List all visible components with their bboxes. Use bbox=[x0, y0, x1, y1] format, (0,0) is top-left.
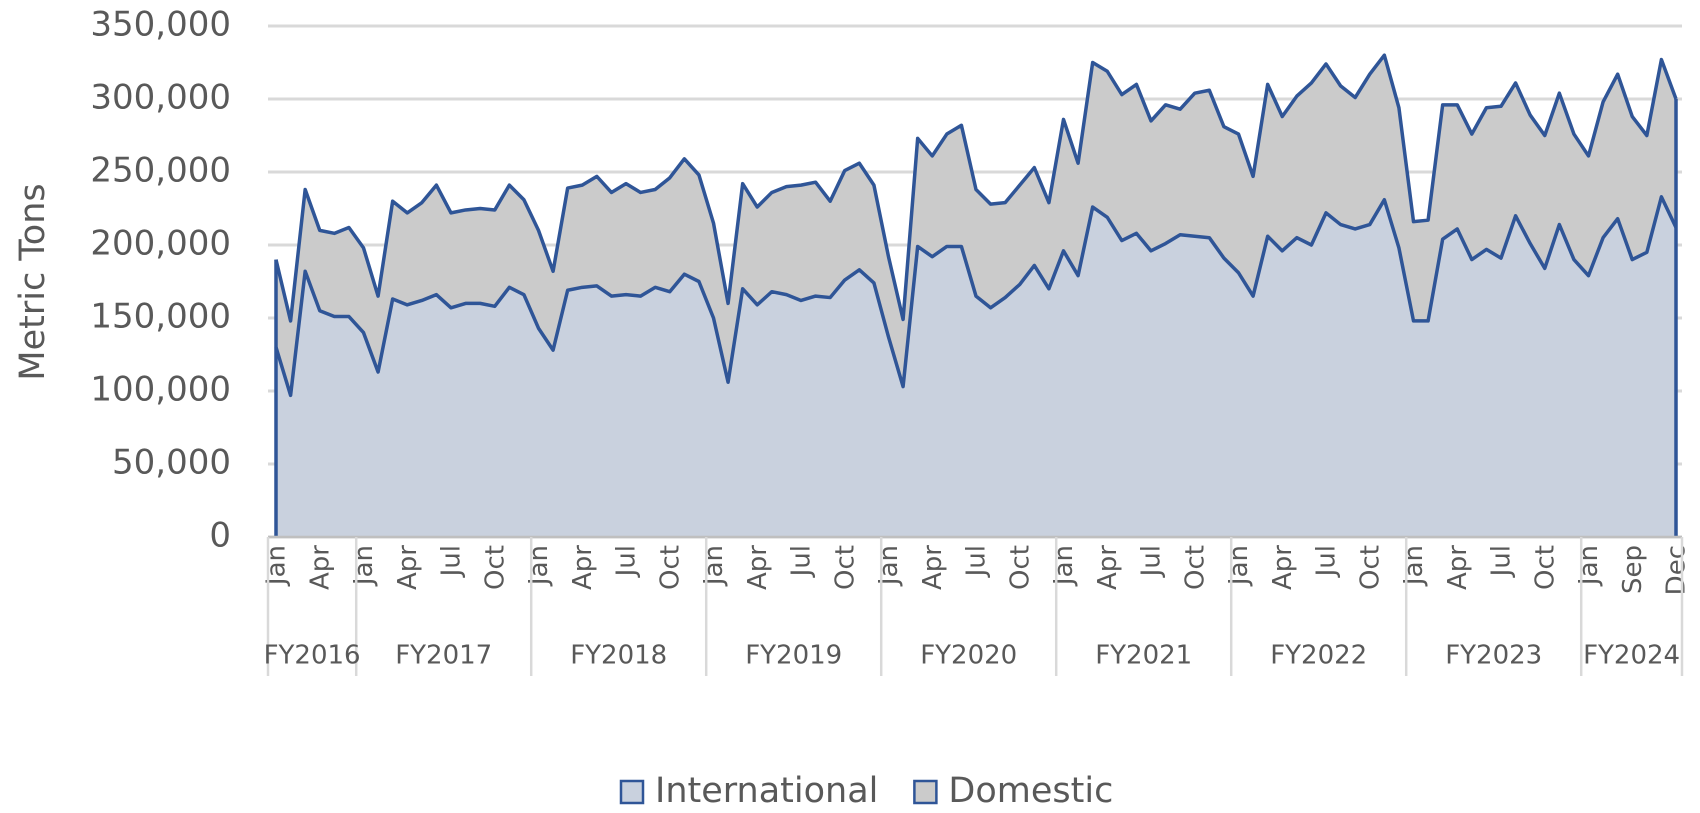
y-tick-label: 300,000 bbox=[90, 78, 231, 118]
x-tick-label: Jul bbox=[437, 545, 467, 578]
y-tick-label: 50,000 bbox=[112, 443, 231, 483]
x-tick-label: Sep bbox=[1618, 545, 1648, 594]
x-tick-label: Apr bbox=[305, 545, 335, 590]
y-tick-label: 250,000 bbox=[90, 151, 231, 191]
group-label: FY2024 bbox=[1583, 641, 1680, 671]
x-tick-label: Oct bbox=[655, 545, 685, 590]
y-tick-label: 100,000 bbox=[90, 370, 231, 410]
group-label: FY2019 bbox=[745, 641, 842, 671]
x-tick-label: Jul bbox=[1487, 545, 1517, 578]
x-tick-label: Oct bbox=[830, 545, 860, 590]
y-axis-title: Metric Tons bbox=[13, 183, 53, 380]
x-tick-label: Apr bbox=[743, 545, 773, 590]
x-tick-label: Jan bbox=[1049, 545, 1079, 587]
group-label: FY2020 bbox=[920, 641, 1017, 671]
legend-swatch bbox=[913, 779, 938, 805]
x-tick-label: Apr bbox=[393, 545, 423, 590]
legend-label: International bbox=[655, 771, 878, 811]
area-line bbox=[274, 195, 1678, 398]
group-label: FY2021 bbox=[1095, 641, 1192, 671]
x-tick-label: Jan bbox=[874, 545, 904, 587]
group-label: FY2018 bbox=[570, 641, 667, 671]
x-tick-label: Jul bbox=[962, 545, 992, 578]
x-tick-label: Jan bbox=[1399, 545, 1429, 587]
x-tick-label: Oct bbox=[1180, 545, 1210, 590]
area bbox=[276, 55, 1676, 396]
x-tick-label: Oct bbox=[1355, 545, 1385, 590]
x-tick-label: Jan bbox=[1574, 545, 1604, 587]
x-tick-label: Jul bbox=[1137, 545, 1167, 578]
x-tick-label: Apr bbox=[1268, 545, 1298, 590]
x-tick-label: Jan bbox=[1224, 545, 1254, 587]
y-tick-label: 0 bbox=[209, 516, 231, 556]
x-tick-label: Jul bbox=[787, 545, 817, 578]
x-tick-label: Oct bbox=[480, 545, 510, 590]
x-tick-label: Dec bbox=[1662, 545, 1692, 595]
x-tick-label: Jan bbox=[524, 545, 554, 587]
y-tick-label: 350,000 bbox=[90, 5, 231, 45]
legend-label: Domestic bbox=[948, 771, 1113, 811]
area-line bbox=[274, 53, 1678, 323]
group-label: FY2017 bbox=[395, 641, 492, 671]
area bbox=[276, 196, 1676, 537]
x-tick-label: Jan bbox=[349, 545, 379, 587]
group-label: FY2016 bbox=[264, 641, 361, 671]
x-tick-label: Apr bbox=[918, 545, 948, 590]
x-tick-label: Jul bbox=[612, 545, 642, 578]
x-tick-label: Oct bbox=[1530, 545, 1560, 590]
x-tick-label: Apr bbox=[1093, 545, 1123, 590]
x-tick-label: Apr bbox=[1443, 545, 1473, 590]
x-tick-label: Jan bbox=[262, 545, 292, 587]
x-tick-label: Jul bbox=[1312, 545, 1342, 578]
y-tick-label: 200,000 bbox=[90, 224, 231, 264]
legend-swatch bbox=[619, 779, 645, 805]
group-label: FY2023 bbox=[1445, 641, 1542, 671]
x-tick-label: Oct bbox=[1005, 545, 1035, 590]
x-tick-label: Apr bbox=[568, 545, 598, 590]
x-tick-label: Jan bbox=[699, 545, 729, 587]
group-label: FY2022 bbox=[1270, 641, 1367, 671]
y-tick-label: 150,000 bbox=[90, 297, 231, 337]
